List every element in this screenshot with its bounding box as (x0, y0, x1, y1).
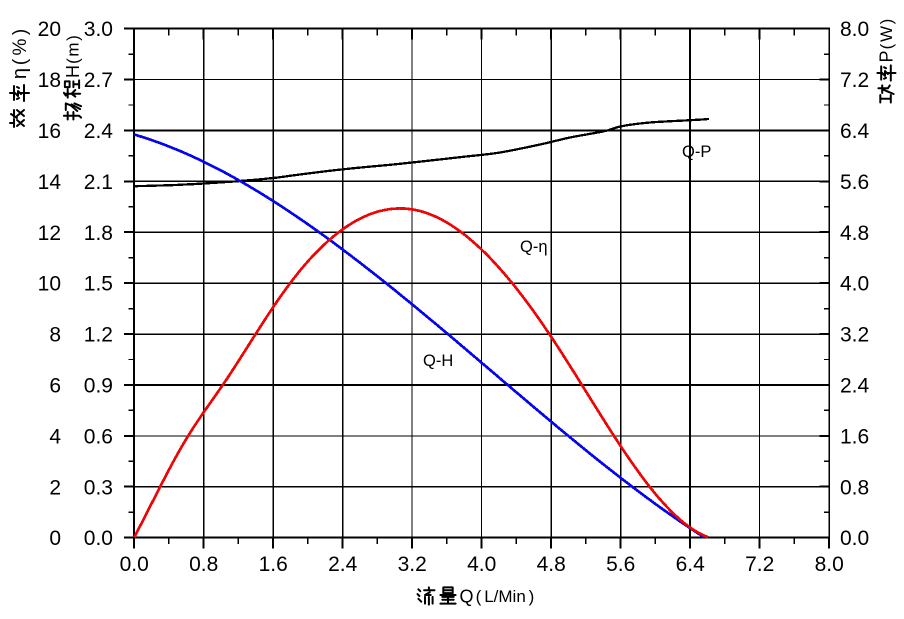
svg-text:5.6: 5.6 (606, 553, 635, 576)
svg-text:0.8: 0.8 (189, 553, 218, 576)
svg-text:0.3: 0.3 (84, 476, 113, 499)
svg-text:): ) (529, 587, 535, 606)
svg-text:8.0: 8.0 (840, 18, 869, 41)
svg-text:3.0: 3.0 (84, 18, 113, 41)
svg-text:(: ( (476, 587, 482, 606)
svg-text:14: 14 (38, 171, 62, 194)
svg-text:m: m (64, 42, 83, 56)
svg-text:7.2: 7.2 (745, 553, 774, 576)
svg-text:2.4: 2.4 (840, 375, 870, 398)
svg-text:7.2: 7.2 (840, 69, 869, 92)
svg-text:4.0: 4.0 (840, 273, 869, 296)
svg-text:5.6: 5.6 (840, 171, 869, 194)
svg-text:3.2: 3.2 (398, 553, 427, 576)
svg-text:20: 20 (38, 18, 61, 41)
svg-text:0.0: 0.0 (840, 527, 869, 550)
svg-text:2.4: 2.4 (84, 120, 114, 143)
svg-text:0: 0 (49, 527, 61, 550)
svg-text:4.8: 4.8 (537, 553, 566, 576)
svg-text:P: P (877, 50, 897, 62)
svg-text:2.7: 2.7 (84, 69, 113, 92)
svg-text:8: 8 (49, 324, 61, 347)
svg-text:4.8: 4.8 (840, 222, 869, 245)
svg-text:18: 18 (38, 69, 61, 92)
svg-text:(: ( (877, 43, 896, 49)
svg-text:1.8: 1.8 (84, 222, 113, 245)
svg-text:6.4: 6.4 (840, 120, 870, 143)
svg-text:%: % (10, 38, 31, 55)
svg-text:H: H (63, 65, 83, 78)
svg-text:(: ( (10, 58, 31, 65)
svg-text:4.0: 4.0 (467, 553, 496, 576)
svg-text:2.4: 2.4 (328, 553, 358, 576)
svg-text:1.2: 1.2 (84, 324, 113, 347)
svg-text:η: η (9, 68, 31, 79)
svg-text:2: 2 (49, 476, 61, 499)
svg-text:0.6: 0.6 (84, 425, 113, 448)
svg-text:Q-P: Q-P (682, 143, 711, 161)
svg-text:): ) (877, 19, 896, 25)
svg-text:8.0: 8.0 (815, 553, 844, 576)
svg-text:W: W (877, 26, 896, 42)
svg-text:Q-H: Q-H (423, 352, 453, 370)
svg-text:6.4: 6.4 (676, 553, 706, 576)
svg-text:0.0: 0.0 (84, 527, 113, 550)
svg-text:0.8: 0.8 (840, 476, 869, 499)
svg-text:1.6: 1.6 (259, 553, 288, 576)
svg-text:Q: Q (459, 587, 473, 607)
svg-text:): ) (10, 29, 31, 35)
svg-text:(: ( (64, 58, 83, 64)
svg-text:Q-η: Q-η (520, 238, 548, 256)
svg-text:16: 16 (38, 120, 61, 143)
svg-text:0.9: 0.9 (84, 375, 113, 398)
svg-text:4: 4 (49, 425, 61, 448)
svg-text:6: 6 (49, 375, 61, 398)
svg-text:0.0: 0.0 (120, 553, 149, 576)
svg-text:L/Min: L/Min (484, 587, 526, 606)
svg-text:1.6: 1.6 (840, 425, 869, 448)
svg-text:10: 10 (38, 273, 61, 296)
svg-text:2.1: 2.1 (84, 171, 113, 194)
svg-text:3.2: 3.2 (840, 324, 869, 347)
svg-text:12: 12 (38, 222, 61, 245)
svg-text:): ) (64, 35, 83, 41)
svg-text:1.5: 1.5 (84, 273, 113, 296)
